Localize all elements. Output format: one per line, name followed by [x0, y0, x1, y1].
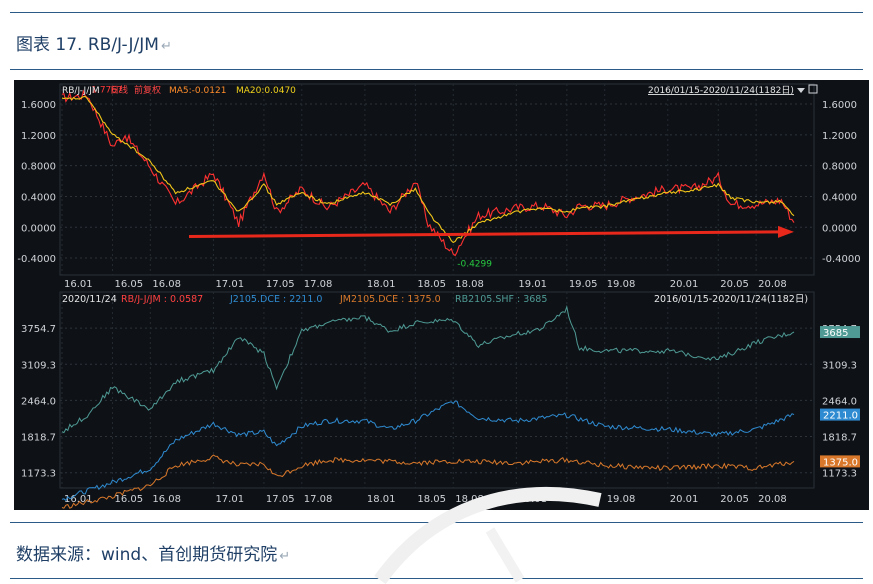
bottom-rule — [10, 578, 863, 579]
upper-plot-frame — [59, 83, 815, 276]
upper-series-line-ma20 — [61, 95, 795, 244]
upper-series-line-rb-j-j-jm — [61, 89, 795, 257]
lower-x-tick-label: 20.05 — [720, 494, 749, 505]
legend-j2105-dce: J2105.DCE : 2211.0 — [229, 294, 322, 305]
figure-caption-text: 图表 17. RB/J-J/JM — [16, 35, 159, 55]
lower-series-line-jm2105-dce — [61, 454, 795, 509]
ma20-label: MA20:0.0470 — [236, 86, 296, 96]
legend-rb-j-j-jm: RB/J-J/JM : 0.0587 — [121, 294, 203, 305]
upper-right-tick-label: 0.4000 — [822, 192, 857, 203]
last-value-label: 3685 — [823, 328, 848, 339]
lower-date-label: 2020/11/24 — [62, 294, 117, 305]
upper-x-tick-label: 16.08 — [152, 279, 181, 290]
upper-x-tick-label: 16.01 — [64, 279, 93, 290]
upper-x-tick-label: 20.08 — [758, 279, 787, 290]
caption-rule — [10, 69, 863, 70]
lower-right-tick-label: 1818.7 — [822, 433, 857, 444]
lower-x-tick-label: 18.05 — [417, 494, 446, 505]
last-value-label: 2211.0 — [823, 411, 858, 422]
upper-right-tick-label: 0.8000 — [822, 162, 857, 173]
legend-rb2105-shf: RB2105.SHF : 3685 — [455, 294, 547, 305]
upper-x-tick-label: 20.05 — [720, 279, 749, 290]
last-value-tag — [820, 455, 860, 468]
upper-left-tick-label: 0.0000 — [21, 223, 56, 234]
upper-x-tick-label: 18.05 — [417, 279, 446, 290]
figure-caption: 图表 17. RB/J-J/JM ↵ — [16, 30, 172, 55]
lower-x-tick-label: 16.08 — [152, 494, 181, 505]
upper-left-tick-label: 0.4000 — [21, 192, 56, 203]
lower-left-tick-label: 2464.0 — [21, 396, 56, 407]
lower-x-tick-label: 16.01 — [64, 494, 93, 505]
upper-date-range: 2016/01/15-2020/11/24(1182日) — [648, 85, 794, 96]
lower-x-tick-label: 17.08 — [304, 494, 333, 505]
last-value-label: 1375.0 — [823, 457, 858, 468]
lower-x-tick-label: 20.01 — [670, 494, 699, 505]
upper-x-tick-label: 17.08 — [304, 279, 333, 290]
upper-chart-title: RB/J-J/JM — [62, 86, 100, 96]
upper-x-tick-label: 19.01 — [518, 279, 547, 290]
upper-annotation-label: -0.4299 — [457, 259, 492, 269]
lower-x-tick-label: 16.05 — [114, 494, 143, 505]
lower-left-tick-label: 1173.3 — [21, 469, 56, 480]
lower-left-tick-label: 3754.7 — [21, 324, 56, 335]
adjust-label: 前复权 — [134, 84, 161, 96]
lower-right-tick-label: 3109.3 — [822, 360, 857, 371]
last-value-tag — [820, 326, 860, 339]
chart-svg: 1.6000 1.6000 1.2000 1.2000 0.8000 0.8000 0.40… — [17, 83, 861, 509]
source-text: 数据来源：wind、首创期货研究院 — [16, 545, 278, 565]
top-rule — [10, 12, 863, 13]
upper-x-tick-label: 20.01 — [670, 279, 699, 290]
lower-x-tick-label: 17.01 — [215, 494, 244, 505]
lower-x-tick-label: 20.08 — [758, 494, 787, 505]
lower-x-tick-label: 19.01 — [518, 494, 547, 505]
chart-panel: 1.6000 1.6000 1.2000 1.2000 0.8000 0.8000 0.40… — [14, 80, 869, 510]
return-mark-icon: ↵ — [279, 549, 291, 564]
upper-x-tick-label: 18.01 — [367, 279, 396, 290]
lower-right-tick-label: 1173.3 — [822, 469, 857, 480]
upper-x-tick-label: 19.08 — [607, 279, 636, 290]
lower-x-tick-label: 17.05 — [266, 494, 295, 505]
upper-annotation-label: 1.7767 — [91, 85, 123, 95]
lower-x-tick-label: 19.05 — [569, 494, 598, 505]
upper-right-tick-label: 0.0000 — [822, 223, 857, 234]
lower-x-tick-label: 18.01 — [367, 494, 396, 505]
trend-arrow-line — [188, 230, 785, 238]
trend-arrow-head — [778, 225, 794, 238]
upper-x-tick-label: 16.05 — [114, 279, 143, 290]
upper-left-tick-label: 1.6000 — [21, 100, 56, 111]
upper-left-tick-label: -0.4000 — [17, 254, 56, 265]
last-value-tag — [820, 408, 860, 421]
lower-date-range: 2016/01/15-2020/11/24(1182日) — [654, 294, 808, 305]
window-icon — [808, 84, 818, 94]
lower-x-tick-label: 19.08 — [607, 494, 636, 505]
lower-series-line-rb2105-shf — [61, 305, 795, 434]
source-rule — [10, 522, 863, 523]
lower-left-tick-label: 1818.7 — [21, 433, 56, 444]
source-note: 数据来源：wind、首创期货研究院 ↵ — [16, 540, 290, 565]
dropdown-arrow-icon — [797, 88, 805, 93]
upper-right-tick-label: -0.4000 — [822, 254, 861, 265]
ma5-label: MA5:-0.0121 — [169, 86, 226, 96]
period-label: 日线 — [110, 84, 128, 96]
legend-jm2105-dce: JM2105.DCE : 1375.0 — [339, 294, 441, 305]
upper-x-tick-label: 17.01 — [215, 279, 244, 290]
lower-x-tick-label: 18.08 — [455, 494, 484, 505]
upper-left-tick-label: 1.2000 — [21, 131, 56, 142]
upper-right-tick-label: 1.2000 — [822, 131, 857, 142]
upper-x-tick-label: 17.05 — [266, 279, 295, 290]
return-mark-icon: ↵ — [160, 39, 172, 54]
upper-left-tick-label: 0.8000 — [21, 162, 56, 173]
lower-series-line-j2105-dce — [61, 400, 795, 502]
lower-right-tick-label: 2464.0 — [822, 396, 857, 407]
upper-x-tick-label: 19.05 — [569, 279, 598, 290]
upper-x-tick-label: 18.08 — [455, 279, 484, 290]
upper-right-tick-label: 1.6000 — [822, 100, 857, 111]
lower-left-tick-label: 3109.3 — [21, 360, 56, 371]
